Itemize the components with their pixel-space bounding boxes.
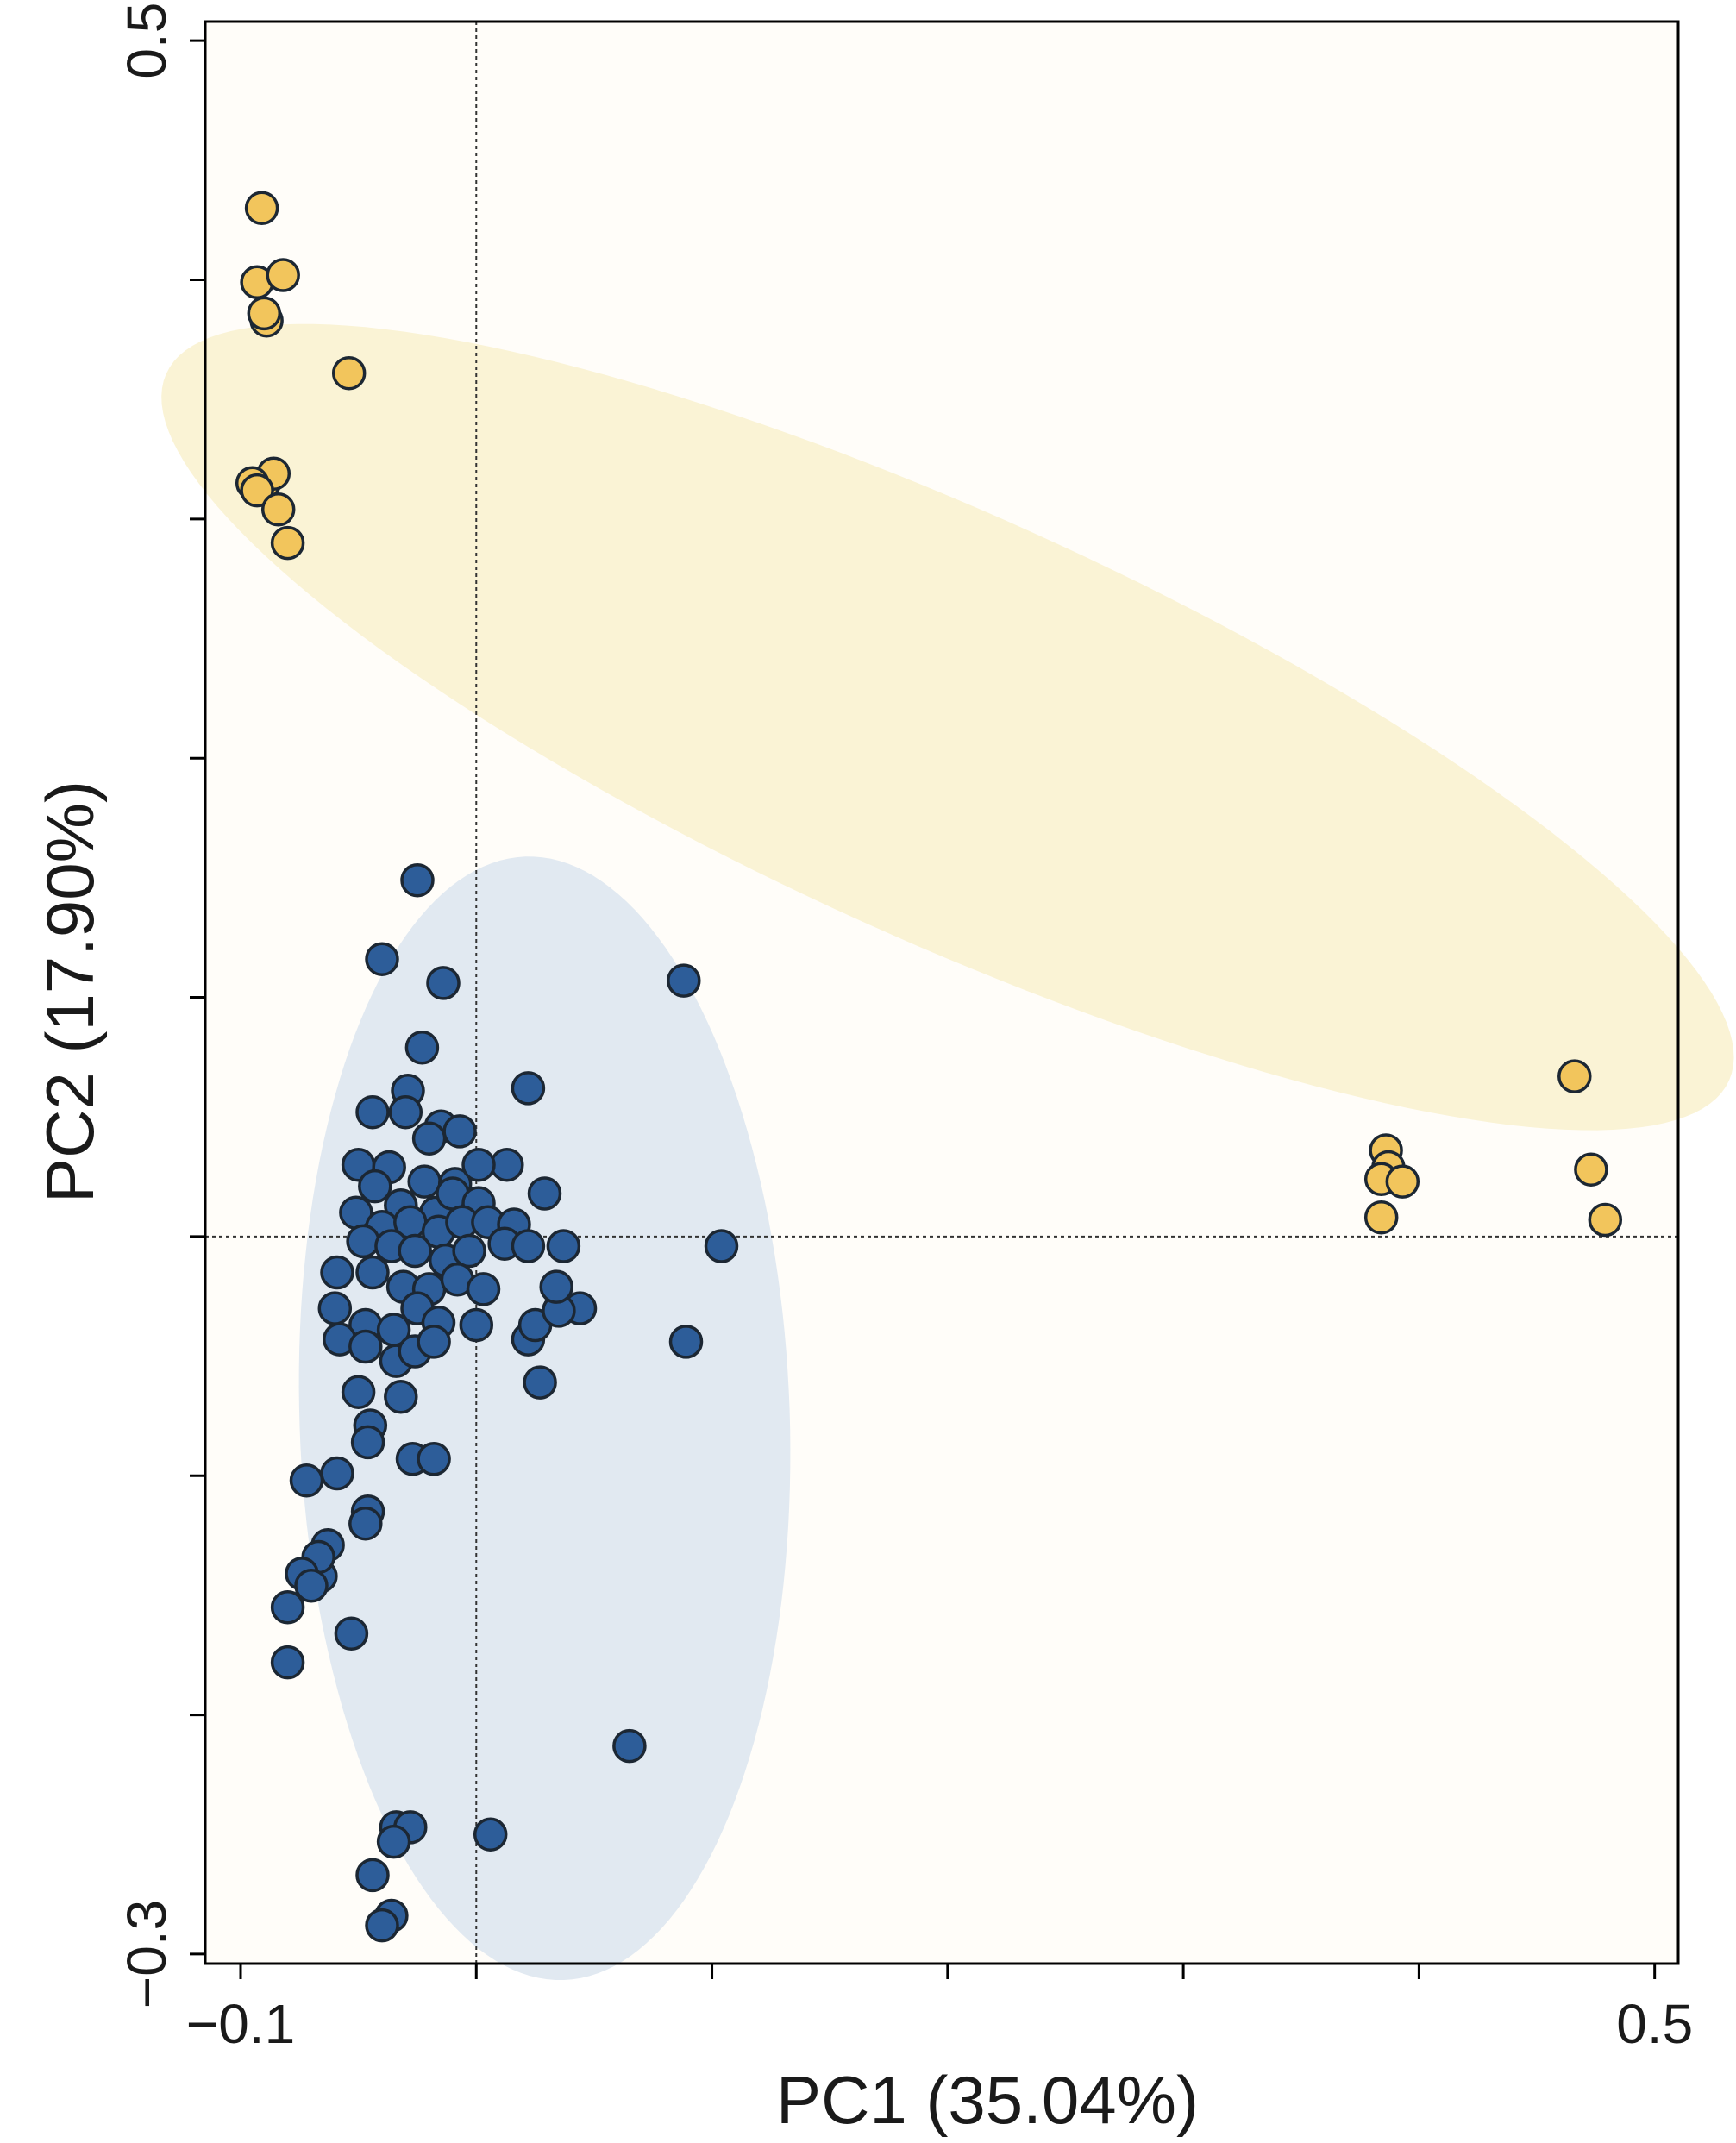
point-blue-33 bbox=[398, 1233, 432, 1269]
point-blue-55 bbox=[459, 1307, 494, 1343]
point-blue-14 bbox=[407, 1164, 442, 1199]
point-yellow-19 bbox=[1588, 1202, 1623, 1238]
point-blue-79 bbox=[294, 1569, 329, 1603]
point-yellow-18 bbox=[1574, 1152, 1608, 1187]
point-blue-37 bbox=[511, 1229, 546, 1263]
data-points bbox=[235, 191, 1623, 1943]
axis-ticks bbox=[190, 39, 1657, 1979]
point-blue-89 bbox=[365, 1908, 399, 1943]
point-blue-61 bbox=[384, 1379, 418, 1414]
point-blue-35 bbox=[452, 1233, 486, 1269]
point-blue-80 bbox=[334, 1616, 369, 1651]
point-blue-38 bbox=[546, 1229, 581, 1263]
point-blue-31 bbox=[346, 1224, 380, 1259]
point-blue-6 bbox=[355, 1094, 390, 1130]
point-blue-66 bbox=[668, 1325, 704, 1359]
point-blue-1 bbox=[365, 942, 399, 976]
x-tick-label: −0.1 bbox=[186, 1993, 295, 2055]
point-yellow-4 bbox=[247, 296, 282, 331]
point-yellow-15 bbox=[1385, 1164, 1420, 1199]
point-blue-17 bbox=[461, 1147, 496, 1182]
point-blue-68 bbox=[539, 1269, 573, 1304]
point-blue-85 bbox=[376, 1824, 411, 1859]
point-blue-39 bbox=[320, 1255, 354, 1290]
point-blue-69 bbox=[523, 1365, 557, 1400]
point-blue-2 bbox=[426, 966, 461, 1000]
point-blue-70 bbox=[289, 1463, 324, 1498]
point-blue-7 bbox=[511, 1071, 546, 1106]
point-yellow-11 bbox=[270, 525, 305, 561]
point-yellow-10 bbox=[260, 492, 296, 527]
point-blue-45 bbox=[317, 1291, 353, 1325]
axis-tick-labels: −0.1 0.5 0.5 −0.3 bbox=[116, 3, 1693, 2055]
point-blue-82 bbox=[612, 1728, 647, 1764]
point-blue-73 bbox=[348, 1506, 383, 1541]
point-blue-18 bbox=[358, 1169, 392, 1204]
y-tick-label: −0.3 bbox=[116, 1900, 178, 2008]
ellipse-yellow bbox=[161, 323, 1734, 1131]
point-blue-16 bbox=[490, 1147, 524, 1182]
point-yellow-9 bbox=[240, 473, 274, 508]
point-yellow-0 bbox=[244, 191, 279, 226]
point-blue-67 bbox=[704, 1229, 739, 1263]
point-blue-65 bbox=[417, 1442, 451, 1476]
y-tick-label: 0.5 bbox=[116, 3, 178, 79]
x-tick-label: 0.5 bbox=[1616, 1993, 1693, 2055]
y-axis-title: PC2 (17.90%) bbox=[32, 780, 108, 1203]
point-blue-40 bbox=[355, 1255, 390, 1290]
point-blue-30 bbox=[527, 1176, 562, 1211]
point-blue-81 bbox=[270, 1645, 305, 1680]
point-blue-0 bbox=[400, 862, 435, 898]
plot-frame bbox=[204, 20, 1680, 1965]
point-yellow-16 bbox=[1363, 1200, 1399, 1235]
point-yellow-2 bbox=[266, 258, 300, 292]
point-yellow-5 bbox=[331, 355, 367, 391]
point-blue-44 bbox=[466, 1272, 501, 1306]
point-blue-51 bbox=[348, 1329, 383, 1364]
point-blue-4 bbox=[404, 1031, 440, 1065]
point-blue-11 bbox=[442, 1114, 477, 1149]
point-blue-78 bbox=[270, 1590, 305, 1625]
point-blue-86 bbox=[355, 1858, 390, 1893]
x-axis-title: PC1 (35.04%) bbox=[776, 2062, 1199, 2138]
point-yellow-17 bbox=[1557, 1059, 1592, 1093]
point-blue-60 bbox=[341, 1375, 376, 1409]
point-blue-3 bbox=[667, 963, 701, 998]
point-blue-63 bbox=[350, 1425, 385, 1460]
point-blue-10 bbox=[411, 1121, 447, 1156]
point-blue-71 bbox=[320, 1456, 354, 1491]
point-blue-54 bbox=[417, 1325, 451, 1359]
point-blue-87 bbox=[473, 1817, 508, 1852]
point-blue-9 bbox=[388, 1094, 423, 1130]
